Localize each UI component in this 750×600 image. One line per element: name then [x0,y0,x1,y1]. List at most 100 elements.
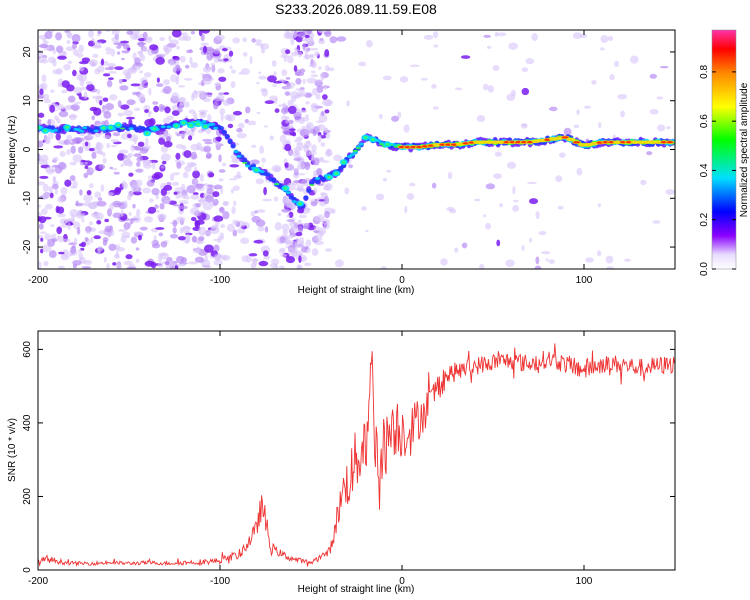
spectrogram-speckle [289,203,297,210]
spectrogram-speckle [102,73,111,77]
spectrogram-speckle [83,172,89,179]
spectrogram-speckle [116,51,121,55]
spectrogram-speckle [555,175,563,183]
spectrogram-speckle [194,183,204,189]
spectrogram-speckle [251,215,261,223]
spectrogram-speckle [320,135,327,139]
spectrogram-y-label: Frequency (Hz) [7,116,18,185]
spectrogram-speckle [597,203,601,208]
spectrogram-speckle [183,101,190,108]
spectrogram-speckle [652,220,661,224]
spectrogram-speckle [136,156,143,162]
spectrogram-speckle [573,124,580,129]
spectrogram-speckle [107,192,114,197]
spectrogram-speckle [241,255,249,263]
spectrogram-speckle [169,233,179,239]
spectrogram-speckle [38,204,42,208]
spectrogram-speckle [88,147,95,152]
spectrogram-speckle [84,141,89,147]
spectrogram-speckle [193,166,198,172]
spectrogram-speckle [52,69,61,75]
spectrogram-speckle [293,180,304,184]
spectrogram-speckle [58,265,65,269]
spectrogram-speckle [191,235,198,243]
spectrogram-speckle [175,152,181,160]
spectrogram-speckle [47,118,52,126]
spectrogram-speckle [287,105,297,115]
spectrogram-speckle [297,264,303,269]
snr-y-tick-label: 600 [22,341,33,358]
colorbar-tick-label: 0.2 [699,212,710,226]
spectrogram-blob [43,129,48,133]
spectrogram-speckle [288,119,294,125]
spectrogram-speckle [39,88,44,95]
spectrogram-blob [101,126,106,130]
spectrogram-ridge-mark [81,126,88,130]
spectrogram-speckle [227,123,234,129]
spectrogram-speckle [222,99,231,107]
spectrogram-speckle [61,89,68,94]
spectrogram-speckle [91,38,95,42]
spectrogram-speckle [313,230,320,233]
spectrogram-speckle [253,239,264,244]
spectrogram-speckle [83,194,93,202]
spectrogram-speckle [535,211,540,220]
spectrogram-speckle [315,93,321,100]
spectrogram-speckle [298,109,308,114]
spectrogram-speckle [111,30,120,36]
spectrogram-speckle [649,108,659,115]
spectrogram-blob [188,123,193,127]
spectrogram-speckle [92,53,99,58]
spectrogram-speckle [494,151,502,157]
spectrogram-speckle [72,69,77,77]
spectrogram-speckle [49,224,55,227]
spectrogram-speckle [346,100,351,107]
spectrogram-speckle [606,266,614,269]
spectrogram-speckle [174,186,185,193]
spectrogram-speckle [73,87,83,95]
snr-x-ticks: -200 -100 0 100 [28,331,593,587]
spectrogram-speckle [81,266,92,269]
spectrogram-speckle [181,144,187,151]
spectrogram-speckle [213,184,223,190]
snr-y-tick-label: 200 [22,488,33,505]
spectrogram-speckle [229,178,238,181]
spectrogram-ridge-mark [210,122,216,126]
spectrogram-speckle [70,245,77,255]
spectrogram-speckle [118,149,129,154]
spectrogram-speckle [598,121,602,129]
spectrogram-blob [203,125,208,129]
spectrogram-speckle [120,235,127,243]
spectrogram-speckle [116,45,122,49]
spectrogram-speckle [585,257,594,263]
spectrogram-speckle [102,157,107,164]
spectrogram-speckle [115,35,120,43]
spectrogram-speckle [195,246,201,254]
spectrogram-scatter [38,30,675,269]
spectrogram-speckle [312,157,320,166]
spectrogram-speckle [52,156,59,162]
spectrogram-blob [145,131,150,135]
spectrogram-speckle [199,111,207,118]
spectrogram-speckle [143,216,154,223]
spectrogram-speckle [238,72,244,75]
colorbar-ticks: 0.0 0.2 0.4 0.6 0.8 [699,64,736,276]
spectrogram-speckle [251,144,257,148]
spectrogram-ridge-mark [355,147,361,150]
spectrogram-speckle [301,246,308,253]
spectrogram-speckle [154,204,159,209]
spectrogram-speckle [130,218,139,221]
spectrogram-speckle [132,145,139,149]
spectrogram-speckle [269,135,274,141]
spectrogram-speckle [218,178,224,182]
spectrogram-speckle [290,37,295,46]
spectrogram-speckle [256,81,260,85]
spectrogram-speckle [273,81,283,84]
spectrogram-speckle [55,45,64,54]
spectrogram-speckle [54,188,58,195]
spectrogram-speckle [222,255,227,260]
spectrogram-speckle [289,91,300,99]
spectrogram-speckle [142,159,153,164]
spectrogram-speckle [147,206,157,214]
spectrogram-speckle [177,205,188,210]
